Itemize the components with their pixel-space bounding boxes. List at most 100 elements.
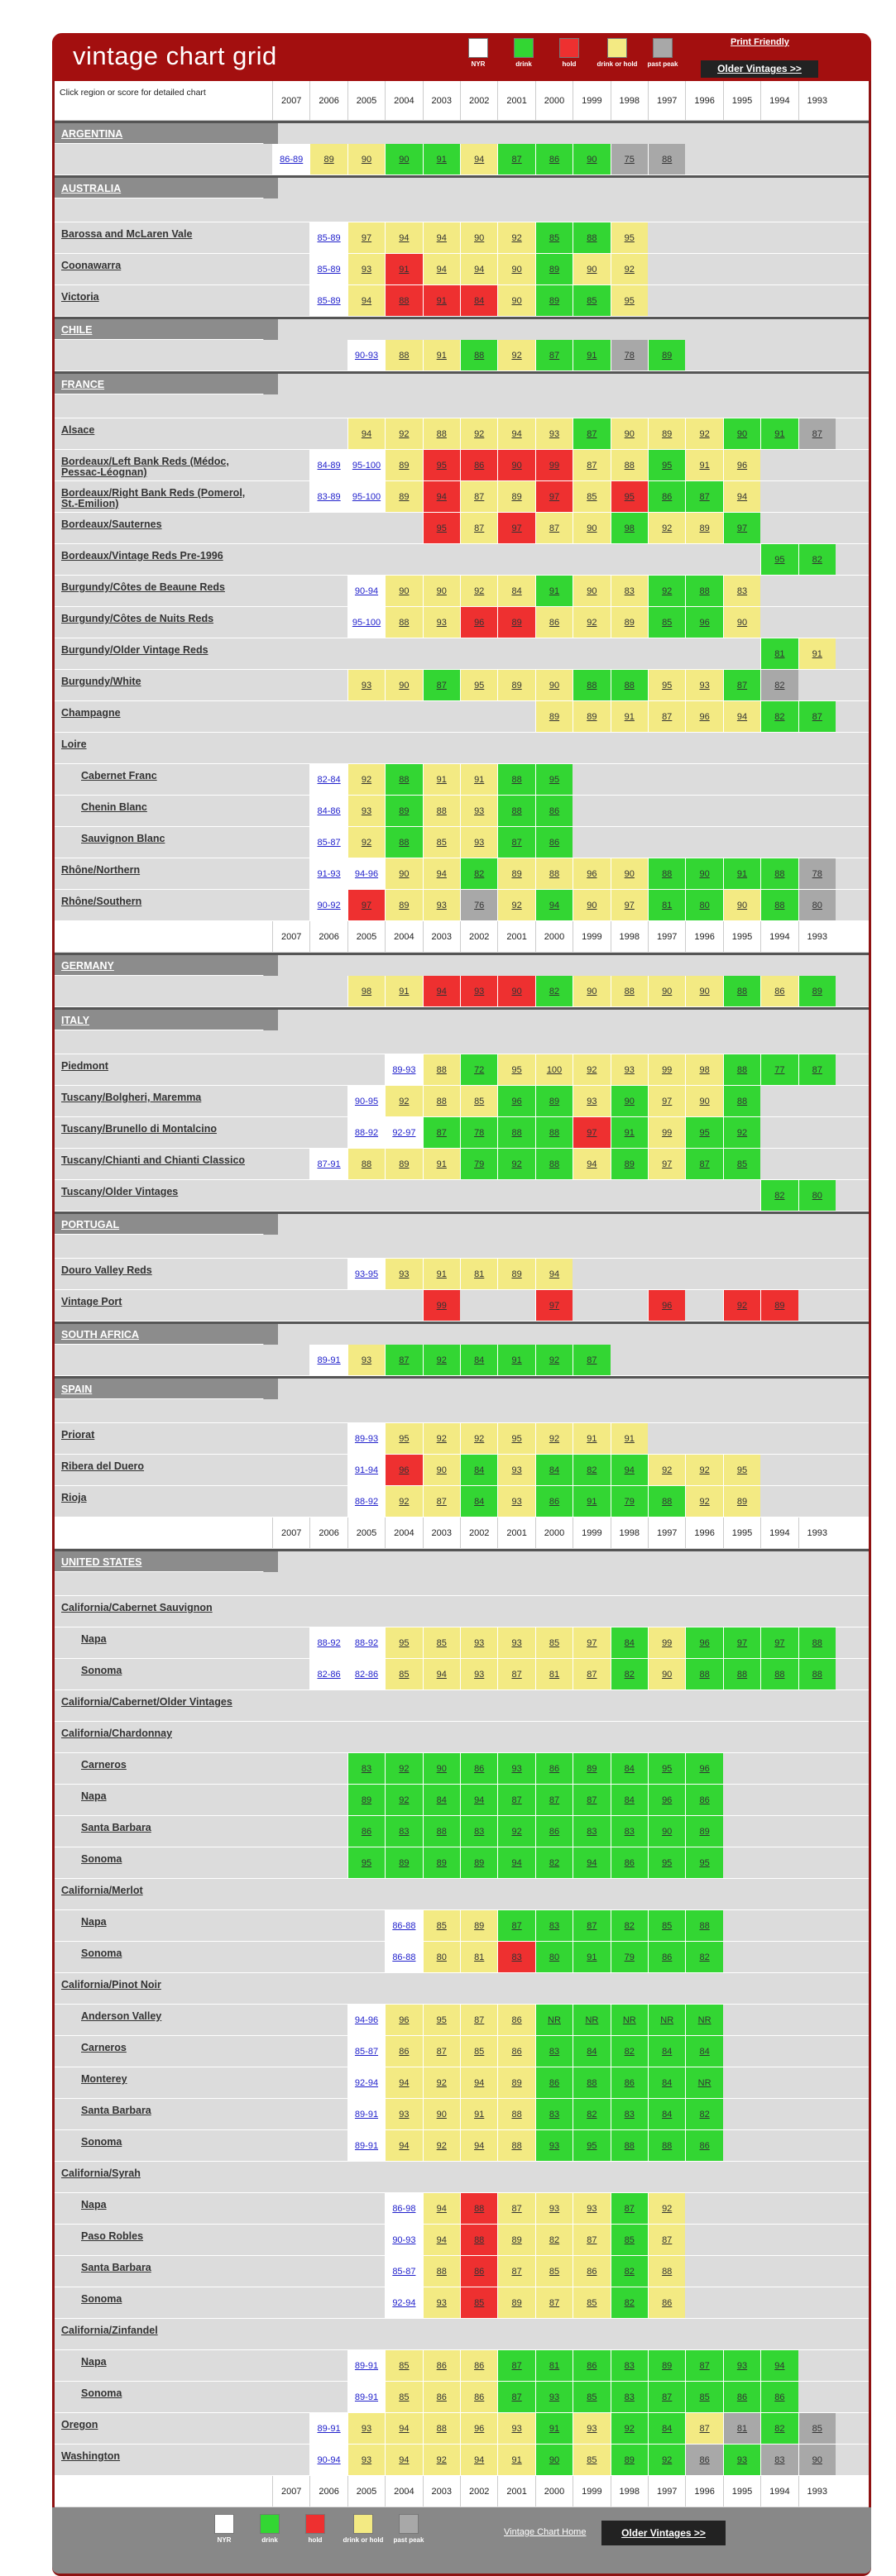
- score-cell[interactable]: 93: [347, 2413, 386, 2444]
- score-cell[interactable]: 83: [722, 576, 761, 606]
- score-cell[interactable]: 88: [685, 1659, 723, 1689]
- score-cell[interactable]: 82: [798, 544, 836, 575]
- score-cell[interactable]: 87: [573, 450, 611, 480]
- score-cell[interactable]: 92: [497, 890, 535, 920]
- score-cell[interactable]: 89: [497, 2287, 535, 2318]
- wine-region-link[interactable]: Washington: [61, 2450, 121, 2462]
- score-cell[interactable]: 95: [610, 222, 648, 253]
- score-cell[interactable]: 91: [610, 1117, 648, 1148]
- score-cell[interactable]: 87: [422, 1117, 460, 1148]
- score-cell[interactable]: 92: [573, 1054, 611, 1085]
- score-cell[interactable]: 91: [460, 2099, 498, 2129]
- score-cell[interactable]: 92: [497, 340, 535, 370]
- score-cell[interactable]: 89: [497, 2225, 535, 2255]
- score-cell[interactable]: 90: [685, 976, 723, 1006]
- score-cell[interactable]: 83: [460, 1816, 498, 1847]
- score-cell[interactable]: 87: [534, 1785, 573, 1815]
- score-cell[interactable]: 96: [497, 1086, 535, 1116]
- score-cell[interactable]: 93: [534, 2193, 573, 2224]
- wine-region-link[interactable]: Champagne: [61, 707, 121, 719]
- score-cell[interactable]: 95: [648, 1753, 686, 1784]
- score-cell[interactable]: 88: [497, 2130, 535, 2161]
- score-cell[interactable]: 88-92: [347, 1627, 386, 1658]
- score-cell[interactable]: 87: [685, 1149, 723, 1179]
- score-cell[interactable]: 90: [422, 1455, 460, 1485]
- score-cell[interactable]: NR: [573, 2005, 611, 2035]
- score-cell[interactable]: 89: [685, 1816, 723, 1847]
- score-cell[interactable]: 86: [497, 2036, 535, 2067]
- score-cell[interactable]: 88: [648, 1486, 686, 1517]
- score-cell[interactable]: 96: [685, 701, 723, 732]
- score-cell[interactable]: 82: [610, 2036, 648, 2067]
- score-cell[interactable]: 87: [610, 2193, 648, 2224]
- score-cell[interactable]: NR: [685, 2005, 723, 2035]
- score-cell[interactable]: 88: [573, 222, 611, 253]
- score-cell[interactable]: 92: [648, 576, 686, 606]
- score-cell[interactable]: 85: [648, 1910, 686, 1941]
- score-cell[interactable]: 97: [534, 1290, 573, 1321]
- score-cell[interactable]: 76: [460, 890, 498, 920]
- score-cell[interactable]: 96: [573, 858, 611, 889]
- score-cell[interactable]: 92-94: [347, 2067, 386, 2098]
- score-cell[interactable]: 90: [573, 976, 611, 1006]
- score-cell[interactable]: 86: [460, 2382, 498, 2412]
- score-cell[interactable]: 82: [610, 2256, 648, 2287]
- score-cell[interactable]: 90: [685, 858, 723, 889]
- score-cell[interactable]: 94: [573, 1149, 611, 1179]
- score-cell[interactable]: 86: [460, 450, 498, 480]
- wine-region-link[interactable]: Sauvignon Blanc: [81, 833, 165, 844]
- score-cell[interactable]: 90: [685, 1086, 723, 1116]
- score-cell[interactable]: 84: [648, 2036, 686, 2067]
- score-cell[interactable]: 87: [497, 2382, 535, 2412]
- score-cell[interactable]: 82: [760, 2413, 798, 2444]
- score-cell[interactable]: 95: [760, 544, 798, 575]
- score-cell[interactable]: 97: [722, 1627, 761, 1658]
- score-cell[interactable]: 84: [460, 285, 498, 316]
- score-cell[interactable]: 90: [497, 254, 535, 284]
- score-cell[interactable]: 87: [798, 701, 836, 732]
- score-cell[interactable]: 91: [385, 254, 423, 284]
- score-cell[interactable]: 99: [534, 450, 573, 480]
- score-cell[interactable]: 86-89: [272, 144, 310, 174]
- wine-region-link[interactable]: Napa: [81, 1790, 107, 1802]
- wine-region-link[interactable]: Tuscany/Older Vintages: [61, 1186, 179, 1197]
- score-cell[interactable]: 82: [573, 1455, 611, 1485]
- score-cell[interactable]: 88: [760, 890, 798, 920]
- score-cell[interactable]: 87: [497, 2256, 535, 2287]
- score-cell[interactable]: 90: [722, 607, 761, 638]
- score-cell[interactable]: 83: [760, 2445, 798, 2475]
- score-cell[interactable]: 92: [534, 1423, 573, 1454]
- score-cell[interactable]: 85: [573, 2382, 611, 2412]
- score-cell[interactable]: 90: [534, 2445, 573, 2475]
- score-cell[interactable]: 86: [648, 2287, 686, 2318]
- score-cell[interactable]: 86: [685, 2130, 723, 2161]
- score-cell[interactable]: 92: [610, 254, 648, 284]
- score-cell[interactable]: 86: [760, 2382, 798, 2412]
- score-cell[interactable]: 90: [385, 144, 423, 174]
- wine-region-link[interactable]: Tuscany/Bolgheri, Maremma: [61, 1092, 202, 1103]
- score-cell[interactable]: 90-93: [385, 2225, 423, 2255]
- score-cell[interactable]: 87: [648, 2225, 686, 2255]
- score-cell[interactable]: 89: [534, 254, 573, 284]
- score-cell[interactable]: 86: [760, 976, 798, 1006]
- score-cell[interactable]: 94: [460, 2130, 498, 2161]
- score-cell[interactable]: 86: [422, 2382, 460, 2412]
- wine-region-link[interactable]: California/Cabernet Sauvignon: [61, 1602, 213, 1613]
- score-cell[interactable]: 96: [385, 1455, 423, 1485]
- region-link[interactable]: SOUTH AFRICA: [61, 1329, 139, 1341]
- region-link[interactable]: ARGENTINA: [61, 128, 123, 140]
- score-cell[interactable]: 85: [460, 2036, 498, 2067]
- score-cell[interactable]: 95: [422, 450, 460, 480]
- wine-region-link[interactable]: Napa: [81, 1633, 107, 1645]
- score-cell[interactable]: 88: [497, 796, 535, 826]
- score-cell[interactable]: 91: [422, 144, 460, 174]
- score-cell[interactable]: 85: [422, 1910, 460, 1941]
- score-cell[interactable]: 88: [648, 2256, 686, 2287]
- score-cell[interactable]: 83: [385, 1816, 423, 1847]
- score-cell[interactable]: 93: [573, 1086, 611, 1116]
- score-cell[interactable]: 98: [347, 976, 386, 1006]
- score-cell[interactable]: 90: [573, 144, 611, 174]
- score-cell[interactable]: 92: [460, 1423, 498, 1454]
- score-cell[interactable]: 97: [648, 1086, 686, 1116]
- score-cell[interactable]: 90: [610, 858, 648, 889]
